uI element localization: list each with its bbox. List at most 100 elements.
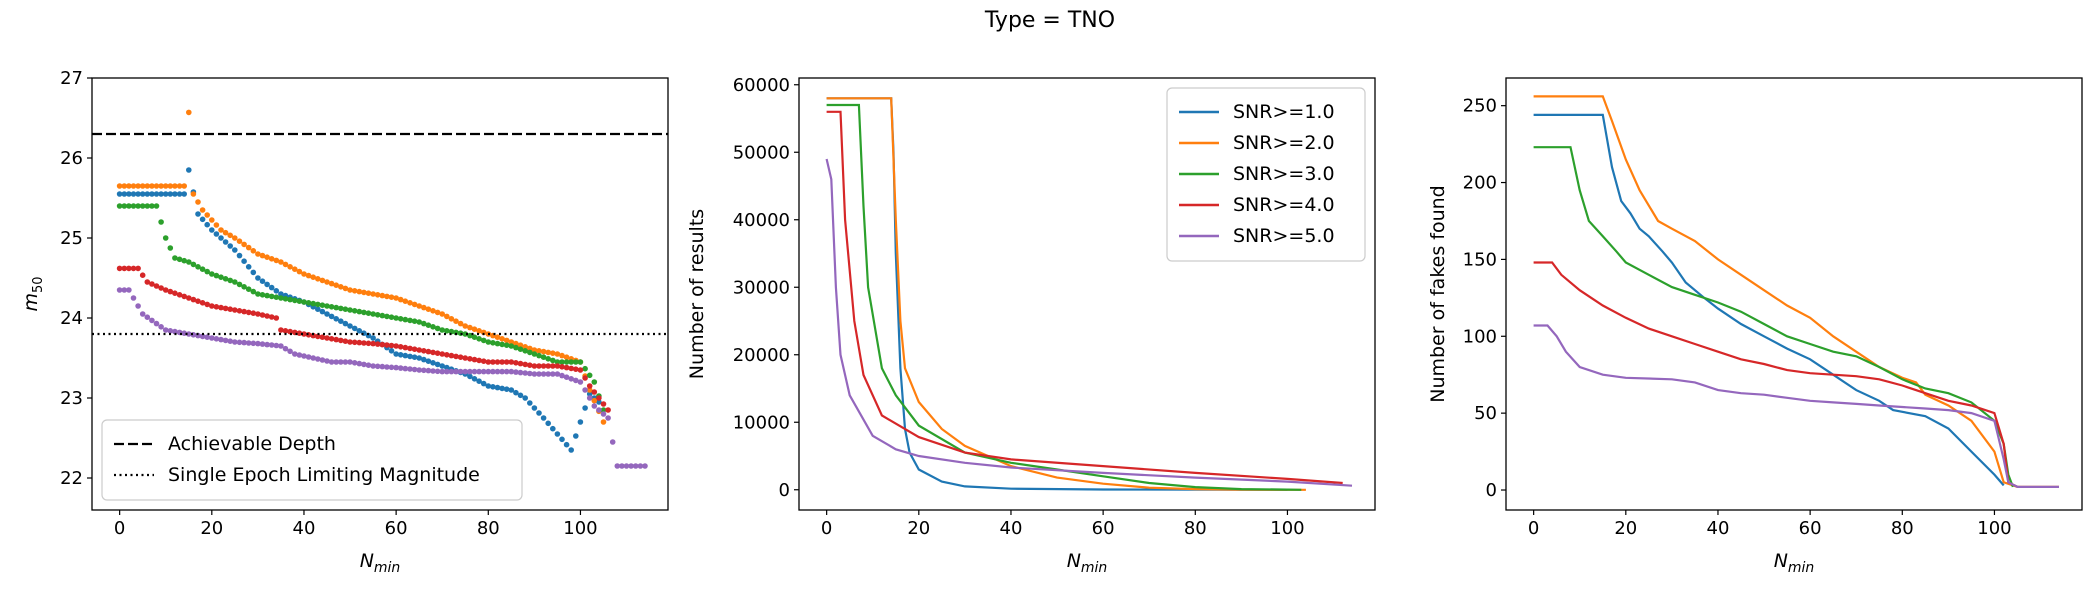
data-point	[139, 203, 146, 209]
data-point	[448, 368, 455, 375]
data-point	[600, 411, 607, 417]
data-point	[550, 350, 556, 357]
data-point	[637, 463, 644, 469]
data-point	[545, 371, 551, 377]
data-point	[153, 283, 160, 289]
data-point	[149, 183, 155, 189]
data-point	[222, 276, 229, 282]
data-point	[388, 294, 395, 301]
data-point	[407, 353, 413, 360]
data-point	[430, 308, 436, 314]
data-point	[365, 290, 372, 297]
data-point	[559, 352, 565, 359]
data-point	[116, 191, 123, 197]
x-axis-label: Nmin	[1774, 550, 1815, 576]
data-point	[130, 265, 137, 272]
data-point	[485, 359, 492, 365]
data-point	[236, 281, 243, 288]
data-point	[324, 311, 330, 317]
x-tick-label: 100	[1977, 518, 2011, 539]
data-point	[319, 357, 326, 363]
data-point	[241, 241, 247, 248]
data-point	[292, 297, 298, 304]
data-point	[434, 325, 441, 332]
y-tick-label: 250	[1463, 96, 1497, 117]
data-point	[374, 312, 381, 318]
legend-label: SNR>=1.0	[1233, 101, 1335, 123]
data-point	[305, 300, 312, 306]
plot-frame	[798, 77, 1376, 511]
data-point	[411, 318, 418, 325]
data-point	[347, 359, 353, 365]
data-point	[453, 368, 459, 375]
data-point	[361, 289, 367, 296]
data-point	[181, 257, 187, 264]
y-tick-label: 40000	[733, 210, 790, 231]
data-point	[259, 292, 266, 298]
data-point	[222, 239, 229, 245]
data-point	[172, 255, 178, 261]
data-point	[614, 463, 621, 469]
data-point	[292, 351, 298, 357]
data-point	[540, 354, 547, 361]
data-point	[315, 306, 321, 313]
data-point	[176, 292, 183, 298]
data-point	[301, 271, 307, 277]
data-point	[186, 259, 192, 265]
data-point	[213, 222, 220, 228]
data-point	[356, 360, 363, 367]
y-tick-label: 10000	[733, 412, 790, 433]
data-point	[536, 352, 542, 359]
data-point	[278, 327, 284, 333]
data-point	[550, 363, 556, 369]
data-point	[448, 352, 455, 359]
data-point	[490, 384, 496, 390]
data-point	[245, 286, 252, 293]
y-tick-label: 25	[60, 228, 83, 249]
data-point	[439, 311, 446, 317]
data-point	[503, 359, 510, 365]
data-point	[379, 341, 386, 348]
data-point	[227, 277, 233, 284]
data-point	[531, 351, 538, 357]
x-tick-label: 20	[907, 518, 930, 539]
data-point	[522, 361, 528, 368]
data-point	[241, 284, 247, 290]
data-point	[444, 368, 450, 375]
data-point	[338, 337, 344, 344]
data-point	[264, 292, 270, 299]
data-point	[508, 387, 515, 393]
data-point	[351, 325, 358, 332]
data-point	[453, 353, 459, 360]
data-point	[480, 358, 487, 365]
data-point	[503, 337, 510, 344]
data-point	[315, 276, 321, 282]
plot-frame	[91, 77, 669, 511]
series-2	[116, 109, 607, 425]
data-point	[370, 335, 376, 341]
data-point	[296, 298, 303, 305]
x-tick-label: 40	[293, 518, 316, 539]
data-point	[116, 265, 123, 272]
data-point	[121, 265, 128, 272]
x-tick-label: 60	[1092, 518, 1115, 539]
data-point	[494, 384, 501, 391]
data-point	[476, 357, 482, 364]
data-point	[236, 238, 243, 244]
data-point	[540, 415, 547, 421]
data-point	[480, 329, 487, 336]
y-tick-label: 50	[1474, 403, 1497, 424]
data-point	[126, 203, 132, 209]
data-point	[444, 328, 450, 334]
data-point	[559, 436, 565, 443]
data-point	[278, 291, 284, 297]
data-point	[333, 304, 340, 311]
y-tick-label: 22	[60, 468, 83, 489]
data-point	[296, 352, 303, 358]
data-point	[347, 339, 353, 345]
data-point	[582, 405, 588, 411]
legend-label: SNR>=2.0	[1233, 132, 1335, 154]
data-point	[397, 344, 404, 350]
data-point	[135, 203, 141, 209]
